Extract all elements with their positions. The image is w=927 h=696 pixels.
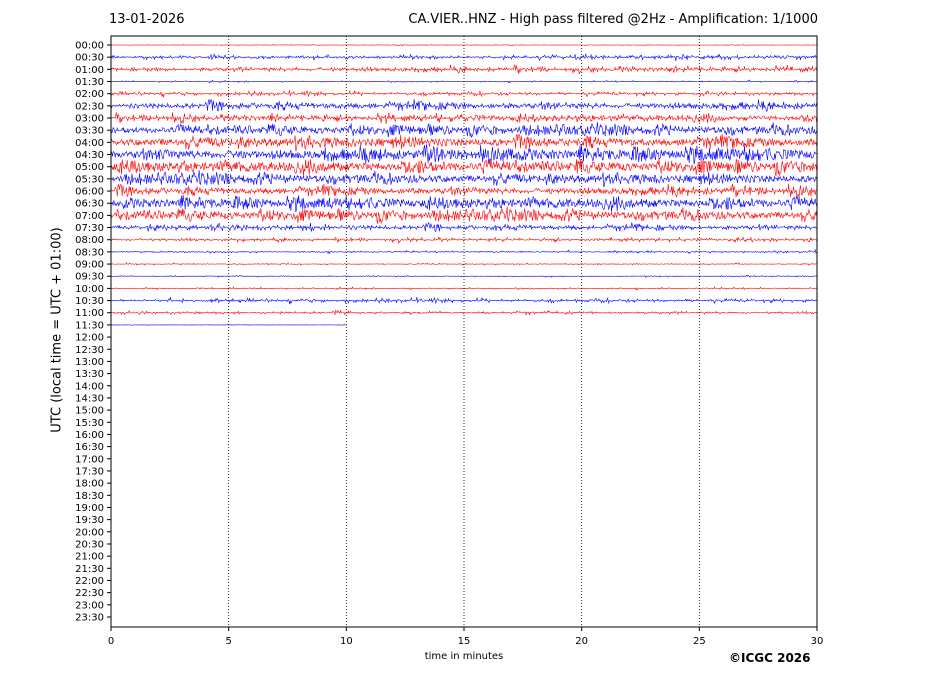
y-tick-label: 11:00 bbox=[75, 308, 104, 319]
trace-0930 bbox=[110, 274, 817, 279]
x-tick-label: 25 bbox=[693, 636, 706, 647]
x-tick-label: 5 bbox=[225, 636, 231, 647]
y-tick-label: 18:30 bbox=[75, 491, 104, 502]
y-tick-label: 03:00 bbox=[75, 114, 104, 125]
y-tick-label: 16:00 bbox=[75, 430, 104, 441]
trace-1130 bbox=[110, 324, 347, 326]
trace-0330 bbox=[110, 121, 817, 139]
y-tick-label: 15:00 bbox=[75, 406, 104, 417]
trace-0300 bbox=[110, 112, 817, 124]
y-tick-label: 08:30 bbox=[75, 247, 104, 258]
y-tick-label: 19:00 bbox=[75, 503, 104, 514]
grid-lines bbox=[228, 36, 700, 627]
y-tick-label: 10:30 bbox=[75, 296, 104, 307]
y-tick-label: 08:00 bbox=[75, 235, 104, 246]
y-tick-label: 07:00 bbox=[75, 211, 104, 222]
trace-0130 bbox=[110, 79, 817, 84]
y-tick-label: 19:30 bbox=[75, 515, 104, 526]
y-tick-label: 15:30 bbox=[75, 418, 104, 429]
y-tick-label: 05:30 bbox=[75, 174, 104, 185]
y-tick-label: 10:00 bbox=[75, 284, 104, 295]
x-tick-group: 0 5 10 15 20 25 30 bbox=[108, 627, 824, 647]
chart-title: CA.VIER..HNZ - High pass filtered @2Hz -… bbox=[408, 12, 818, 27]
y-tick-label: 01:30 bbox=[75, 77, 104, 88]
y-tick-label: 06:00 bbox=[75, 187, 104, 198]
y-tick-label: 04:30 bbox=[75, 150, 104, 161]
copyright-notice: ©ICGC 2026 bbox=[729, 651, 811, 665]
x-tick-label: 10 bbox=[340, 636, 353, 647]
y-tick-label: 20:00 bbox=[75, 527, 104, 538]
trace-0700 bbox=[110, 206, 817, 224]
y-tick-label: 21:00 bbox=[75, 552, 104, 563]
y-tick-label: 23:00 bbox=[75, 600, 104, 611]
trace-group bbox=[110, 43, 817, 326]
trace-0000 bbox=[110, 43, 817, 47]
y-tick-label: 18:00 bbox=[75, 479, 104, 490]
y-tick-label: 12:00 bbox=[75, 333, 104, 344]
trace-0200 bbox=[110, 89, 817, 98]
trace-1030 bbox=[110, 296, 817, 305]
y-tick-label: 13:00 bbox=[75, 357, 104, 368]
x-tick-label: 15 bbox=[458, 636, 471, 647]
y-tick-label: 01:00 bbox=[75, 65, 104, 76]
x-tick-label: 20 bbox=[575, 636, 588, 647]
trace-0430 bbox=[110, 144, 817, 165]
y-tick-label: 02:00 bbox=[75, 89, 104, 100]
y-tick-label: 21:30 bbox=[75, 564, 104, 575]
plot-frame bbox=[110, 35, 818, 628]
y-tick-label: 17:00 bbox=[75, 454, 104, 465]
y-tick-label: 06:30 bbox=[75, 199, 104, 210]
y-tick-label: 22:00 bbox=[75, 576, 104, 587]
x-tick-label: 30 bbox=[811, 636, 824, 647]
trace-0600 bbox=[110, 183, 817, 199]
trace-1000 bbox=[110, 286, 817, 291]
y-tick-label: 05:00 bbox=[75, 162, 104, 173]
y-tick-label: 13:30 bbox=[75, 369, 104, 380]
trace-0900 bbox=[110, 262, 817, 266]
y-tick-label: 00:30 bbox=[75, 53, 104, 64]
trace-0830 bbox=[110, 248, 817, 255]
chart-date: 13-01-2026 bbox=[109, 12, 185, 27]
y-tick-label: 03:30 bbox=[75, 126, 104, 137]
x-axis-label: time in minutes bbox=[424, 651, 504, 662]
y-tick-label: 00:00 bbox=[75, 41, 104, 52]
y-tick-label: 23:30 bbox=[75, 612, 104, 623]
trace-0100 bbox=[110, 63, 817, 75]
y-tick-label: 17:30 bbox=[75, 466, 104, 477]
y-tick-label: 04:00 bbox=[75, 138, 104, 149]
y-tick-label: 12:30 bbox=[75, 345, 104, 356]
y-tick-label: 11:30 bbox=[75, 320, 104, 331]
trace-0400 bbox=[110, 133, 817, 152]
y-tick-label: 09:30 bbox=[75, 272, 104, 283]
trace-0730 bbox=[110, 221, 817, 233]
y-tick-label: 14:30 bbox=[75, 393, 104, 404]
trace-0230 bbox=[110, 98, 817, 113]
y-tick-label: 22:30 bbox=[75, 588, 104, 599]
y-tick-label: 07:30 bbox=[75, 223, 104, 234]
x-tick-label: 0 bbox=[108, 636, 114, 647]
y-tick-label: 16:30 bbox=[75, 442, 104, 453]
trace-1100 bbox=[110, 309, 817, 316]
y-tick-label: 20:30 bbox=[75, 539, 104, 550]
trace-0530 bbox=[110, 170, 817, 188]
y-tick-label: 09:00 bbox=[75, 260, 104, 271]
trace-0500 bbox=[110, 158, 817, 177]
y-tick-label: 02:30 bbox=[75, 101, 104, 112]
trace-0800 bbox=[110, 236, 817, 245]
trace-0630 bbox=[110, 194, 817, 213]
y-tick-label: 14:00 bbox=[75, 381, 104, 392]
trace-0030 bbox=[110, 53, 817, 62]
